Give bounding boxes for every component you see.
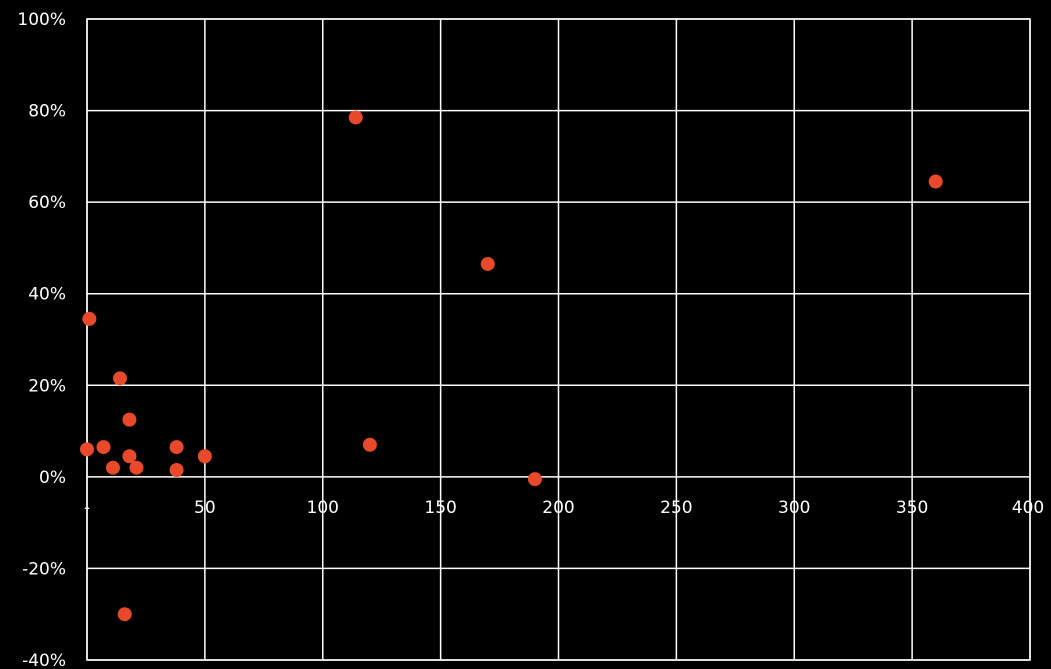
data-point — [96, 440, 111, 455]
x-tick-label: 200 — [542, 498, 574, 518]
data-point — [122, 449, 137, 464]
x-tick-label: 350 — [896, 498, 928, 518]
data-point — [928, 174, 943, 189]
data-point — [197, 449, 212, 464]
y-tick-label: 100% — [17, 10, 66, 30]
data-point — [117, 607, 132, 622]
data-point — [348, 110, 363, 125]
y-tick-label: 60% — [28, 193, 66, 213]
data-point — [82, 311, 97, 326]
y-tick-label: 20% — [28, 376, 66, 396]
plot-area-frame — [86, 18, 1031, 661]
grid-lines — [86, 18, 1031, 661]
data-point — [105, 460, 120, 475]
data-point — [122, 412, 137, 427]
x-tick-label: 300 — [778, 498, 810, 518]
data-point — [113, 371, 128, 386]
x-tick-label: - — [84, 498, 90, 518]
data-point — [480, 256, 495, 271]
y-tick-label: 0% — [39, 468, 66, 488]
x-tick-label: 250 — [660, 498, 692, 518]
y-axis-tick-labels: 100% 80% 60% 40% 20% 0% -20% -40% — [17, 10, 66, 669]
y-tick-label: -20% — [22, 559, 66, 579]
x-tick-label: 100 — [307, 498, 339, 518]
x-tick-label: 50 — [194, 498, 216, 518]
data-point — [80, 442, 94, 457]
data-point — [527, 472, 542, 487]
data-points — [80, 110, 943, 622]
data-point — [169, 440, 184, 455]
data-point — [169, 462, 184, 477]
y-tick-label: -40% — [22, 651, 66, 669]
x-tick-label: 150 — [424, 498, 456, 518]
y-tick-label: 40% — [28, 285, 66, 305]
data-point — [129, 460, 144, 475]
data-point — [362, 437, 377, 452]
y-tick-label: 80% — [28, 102, 66, 122]
x-tick-label: 400 — [1012, 498, 1044, 518]
x-axis-tick-labels: - 50 100 150 200 250 300 350 400 — [84, 498, 1044, 518]
